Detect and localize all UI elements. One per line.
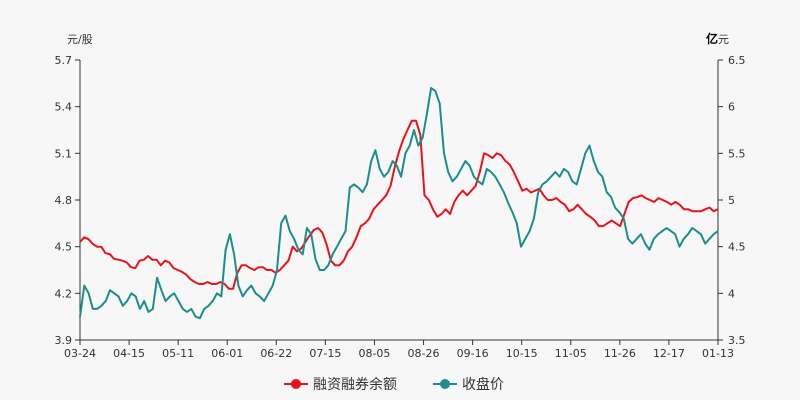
- left-axis-unit: 元/股: [67, 33, 93, 46]
- series-line-margin-balance: [79, 119, 719, 290]
- x-tick-label: 03-24: [64, 347, 96, 360]
- legend[interactable]: 融资融券余额 收盘价: [284, 376, 504, 393]
- right-axis-unit: 亿元: [706, 31, 729, 46]
- x-tick-label: 06-01: [211, 347, 243, 360]
- left-tick-label: 5.7: [55, 54, 73, 67]
- x-tick-label: 10-15: [506, 347, 538, 360]
- x-tick-label: 01-13: [702, 347, 734, 360]
- x-tick-label: 07-15: [309, 347, 341, 360]
- x-tick-label: 09-16: [457, 347, 489, 360]
- right-unit-rest: 元: [718, 33, 729, 46]
- series-lines: [79, 87, 719, 320]
- left-tick-label: 5.4: [55, 101, 73, 114]
- left-tick-label: 4.5: [55, 241, 73, 254]
- x-tick-label: 12-17: [653, 347, 685, 360]
- x-tick-label: 06-22: [260, 347, 292, 360]
- right-tick-label: 6.5: [728, 54, 746, 67]
- legend-label-close-price: 收盘价: [462, 376, 504, 393]
- legend-label-margin-balance: 融资融券余额: [313, 376, 397, 393]
- left-tick-label: 4.8: [55, 194, 73, 207]
- left-tick-label: 4.2: [55, 287, 73, 300]
- right-unit-bold: 亿: [706, 31, 718, 46]
- x-tick-label: 05-11: [162, 347, 194, 360]
- right-tick-label: 4.5: [728, 241, 746, 254]
- left-tick-label: 5.1: [55, 147, 73, 160]
- x-tick-label: 04-15: [113, 347, 145, 360]
- legend-item-close-price[interactable]: 收盘价: [433, 376, 504, 393]
- right-tick-label: 5: [728, 194, 735, 207]
- x-tick-label: 11-05: [555, 347, 587, 360]
- right-tick-label: 5.5: [728, 147, 746, 160]
- x-tick-label: 08-26: [408, 347, 440, 360]
- legend-item-margin-balance[interactable]: 融资融券余额: [284, 376, 397, 393]
- ticks: 3.9 4.2 4.5 4.8 5.1 5.4 5.7 3.5 4 4.5 5 5.5 6 6.5 03-2…: [55, 54, 746, 360]
- right-tick-label: 3.5: [728, 334, 746, 347]
- left-tick-label: 3.9: [55, 334, 73, 347]
- legend-marker-close-price: [440, 379, 450, 389]
- series-line-close-price: [79, 87, 719, 320]
- x-tick-label: 08-05: [358, 347, 390, 360]
- right-tick-label: 6: [728, 101, 735, 114]
- right-tick-label: 4: [728, 287, 735, 300]
- legend-marker-margin-balance: [291, 379, 301, 389]
- x-tick-label: 11-26: [604, 347, 636, 360]
